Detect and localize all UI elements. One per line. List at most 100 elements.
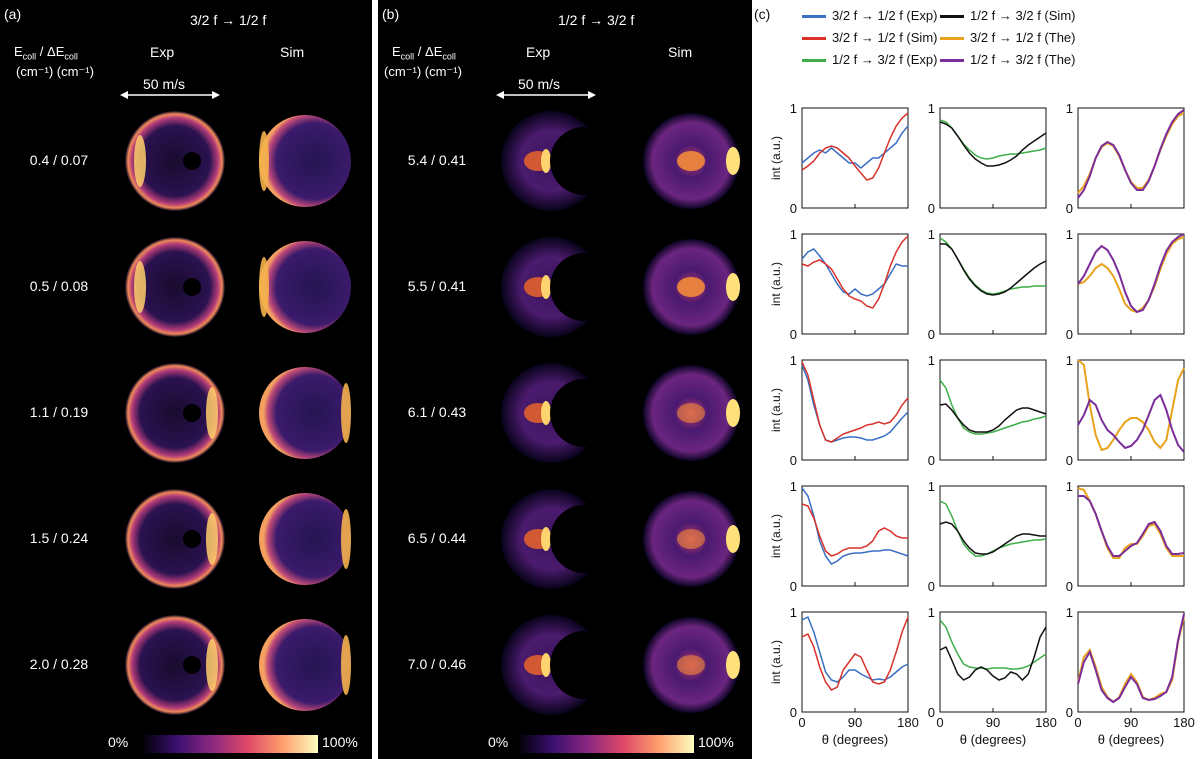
panel-c: (c) 3/2 f → 1/2 f (Exp) 1/2 f → 3/2 f (Si… xyxy=(752,0,1200,759)
y-tick-label: 0 xyxy=(928,705,935,720)
y-tick-label: 1 xyxy=(1066,479,1073,494)
y-axis-label: int (a.u.) xyxy=(769,514,783,558)
legend-swatch xyxy=(940,37,964,41)
y-tick-label: 1 xyxy=(928,227,935,242)
y-tick-label: 1 xyxy=(790,101,797,116)
panel-a-colorbar xyxy=(142,735,318,753)
panel-b-col-header: Ecoll / ΔEcoll xyxy=(392,44,456,62)
panel-b: (b) 1/2 f → 3/2 f Ecoll / ΔEcoll (cm⁻¹) … xyxy=(378,0,752,759)
y-tick-label: 1 xyxy=(790,479,797,494)
series-line-col3-the xyxy=(1077,236,1185,314)
y-tick-label: 1 xyxy=(928,353,935,368)
series-line-col1-sim xyxy=(801,235,909,309)
panel-a-cbar-max: 100% xyxy=(322,734,358,750)
y-tick-label: 1 xyxy=(1066,227,1073,242)
series-line-col2-sim xyxy=(939,121,1047,167)
y-tick-label: 1 xyxy=(928,479,935,494)
plot-frame xyxy=(801,233,909,335)
panel-a-exp-label: Exp xyxy=(150,44,175,60)
y-tick-label: 1 xyxy=(790,227,797,242)
series-line-col1-exp xyxy=(801,248,908,297)
legend-entry: 1/2 f → 3/2 f (Exp) xyxy=(802,52,938,67)
series-line-col3-thsim xyxy=(1077,233,1185,314)
legend-entry: 3/2 f → 1/2 f (Exp) xyxy=(802,8,938,23)
panel-a: (a) 3/2 f → 1/2 f Ecoll / ΔEcoll (cm⁻¹) … xyxy=(0,0,372,759)
y-tick-label: 0 xyxy=(928,201,935,216)
collision-energy-label: 7.0 / 0.46 xyxy=(407,656,467,672)
y-tick-label: 0 xyxy=(928,453,935,468)
y-tick-label: 1 xyxy=(928,605,935,620)
panel-a-sim-label: Sim xyxy=(280,44,305,60)
experimental-velocity-map-image xyxy=(120,106,230,216)
legend-label: 1/2 f → 3/2 f (The) xyxy=(970,52,1076,67)
experimental-velocity-map-image xyxy=(120,232,230,342)
x-tick-label: 180 xyxy=(1173,715,1195,730)
y-tick-label: 0 xyxy=(1066,705,1073,720)
x-tick-label: 0 xyxy=(936,715,943,730)
legend-entry: 1/2 f → 3/2 f (Sim) xyxy=(940,8,1075,23)
panel-b-tag: (b) xyxy=(382,6,400,22)
x-axis-label: θ (degrees) xyxy=(822,732,888,747)
legend-swatch xyxy=(940,15,964,19)
legend-label: 3/2 f → 1/2 f (Sim) xyxy=(832,30,938,45)
plot-frame xyxy=(939,359,1047,461)
legend-swatch xyxy=(802,59,826,63)
series-line-col3-thsim xyxy=(1077,393,1185,453)
collision-energy-label: 0.4 / 0.07 xyxy=(29,152,89,168)
y-tick-label: 0 xyxy=(1066,453,1073,468)
series-line-col1-exp xyxy=(801,615,909,683)
plot-frame xyxy=(939,611,1047,713)
series-line-col2-exp xyxy=(939,619,1047,670)
panel-c-tag: (c) xyxy=(754,6,771,22)
x-tick-label: 180 xyxy=(1035,715,1057,730)
series-line-col3-thsim xyxy=(1077,613,1185,704)
legend-entry: 3/2 f → 1/2 f (The) xyxy=(940,30,1076,45)
simulated-velocity-map-image xyxy=(250,232,360,342)
panel-b-scale-bar-label: 50 m/s xyxy=(518,76,561,92)
y-tick-label: 1 xyxy=(790,353,797,368)
collision-energy-label: 0.5 / 0.08 xyxy=(29,278,89,294)
legend-swatch xyxy=(802,15,826,19)
experimental-velocity-map-image xyxy=(496,358,618,468)
x-tick-label: 0 xyxy=(1074,715,1081,730)
experimental-velocity-map-image xyxy=(120,358,230,468)
y-axis-label: int (a.u.) xyxy=(769,640,783,684)
legend-label: 3/2 f → 1/2 f (Exp) xyxy=(832,8,938,23)
y-tick-label: 1 xyxy=(928,101,935,116)
panel-a-units: (cm⁻¹) (cm⁻¹) xyxy=(16,64,94,79)
collision-energy-label: 6.1 / 0.43 xyxy=(407,404,467,420)
collision-energy-label: 1.5 / 0.24 xyxy=(29,530,89,546)
collision-energy-label: 2.0 / 0.28 xyxy=(29,656,89,672)
simulated-velocity-map-image xyxy=(636,106,746,216)
series-line-col2-sim xyxy=(939,626,1047,682)
x-tick-label: 90 xyxy=(986,715,1000,730)
panel-divider xyxy=(374,0,376,759)
panel-b-transition: 1/2 f → 3/2 f xyxy=(558,12,635,28)
series-line-col1-exp xyxy=(801,487,909,565)
y-tick-label: 1 xyxy=(1066,605,1073,620)
panel-a-tag: (a) xyxy=(4,6,22,22)
simulated-velocity-map-image xyxy=(636,610,746,720)
plot-frame xyxy=(801,107,909,209)
panel-a-scale-bar-arrow xyxy=(120,91,220,99)
y-axis-label: int (a.u.) xyxy=(769,262,783,306)
experimental-velocity-map-image xyxy=(120,610,230,720)
legend-entry: 1/2 f → 3/2 f (The) xyxy=(940,52,1076,67)
panel-a-scale-bar-label: 50 m/s xyxy=(143,76,186,92)
y-tick-label: 0 xyxy=(790,201,797,216)
panel-b-sim-label: Sim xyxy=(668,44,693,60)
legend-entry: 3/2 f → 1/2 f (Sim) xyxy=(802,30,937,45)
series-line-col1-sim xyxy=(801,503,908,557)
experimental-velocity-map-image xyxy=(496,232,618,342)
series-line-col1-exp xyxy=(801,125,909,169)
y-tick-label: 0 xyxy=(928,579,935,594)
series-line-col1-sim xyxy=(801,112,909,181)
panel-a-cbar-min: 0% xyxy=(108,734,129,750)
collision-energy-label: 5.5 / 0.41 xyxy=(407,278,467,294)
panel-b-colorbar xyxy=(518,735,694,753)
series-line-col3-the xyxy=(1077,359,1185,452)
y-tick-label: 0 xyxy=(790,705,797,720)
collision-energy-label: 5.4 / 0.41 xyxy=(407,152,467,168)
simulated-velocity-map-image xyxy=(250,484,360,594)
experimental-velocity-map-image xyxy=(496,106,618,216)
